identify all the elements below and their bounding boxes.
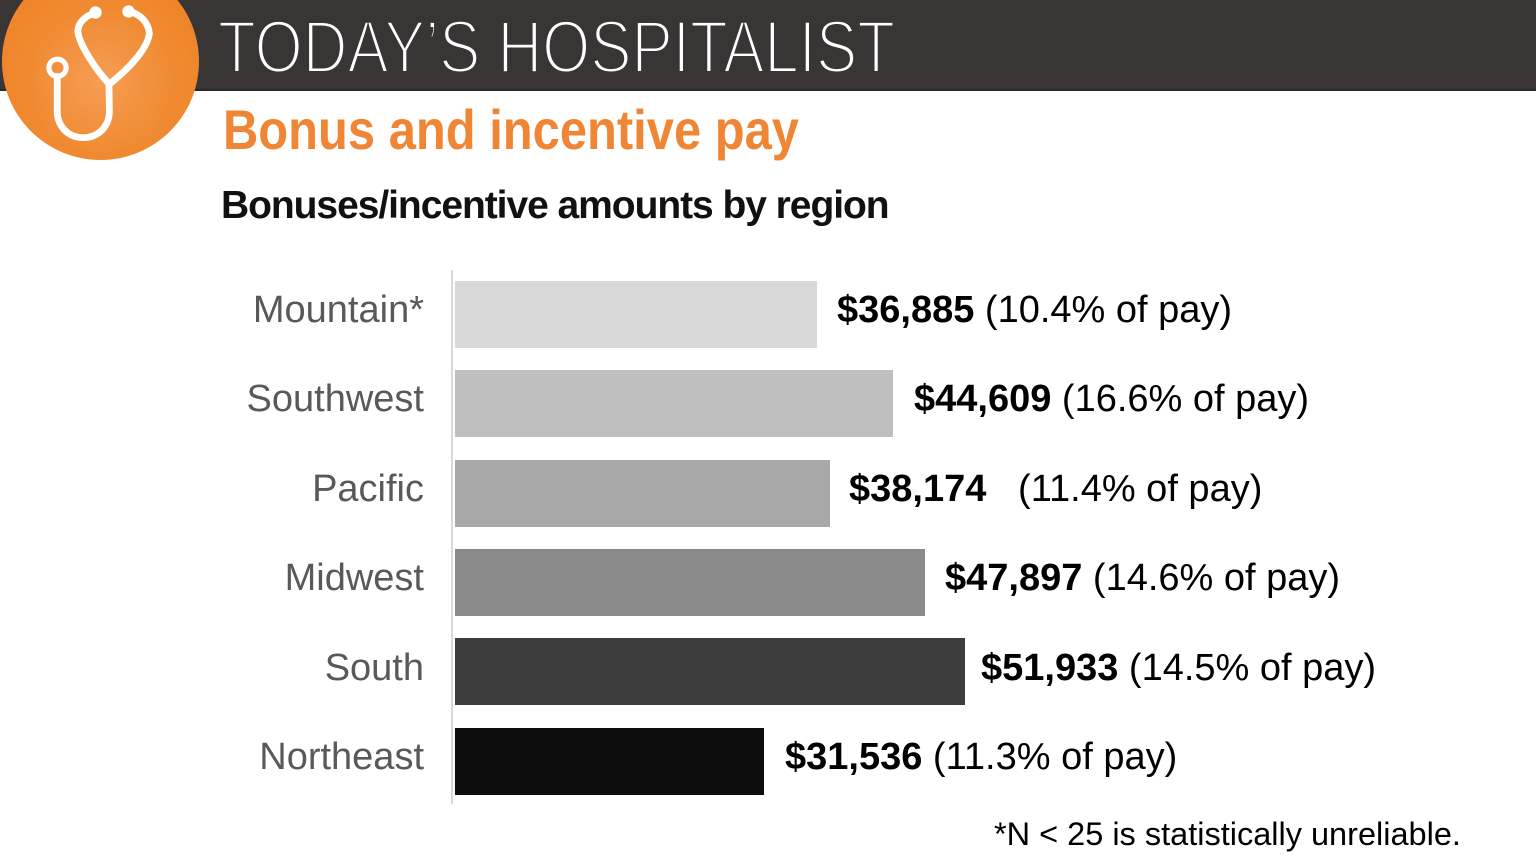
svg-text:TODAY’S HOSPITALIST: TODAY’S HOSPITALIST <box>218 5 895 88</box>
svg-text:Bonus and incentive pay: Bonus and incentive pay <box>223 98 799 161</box>
